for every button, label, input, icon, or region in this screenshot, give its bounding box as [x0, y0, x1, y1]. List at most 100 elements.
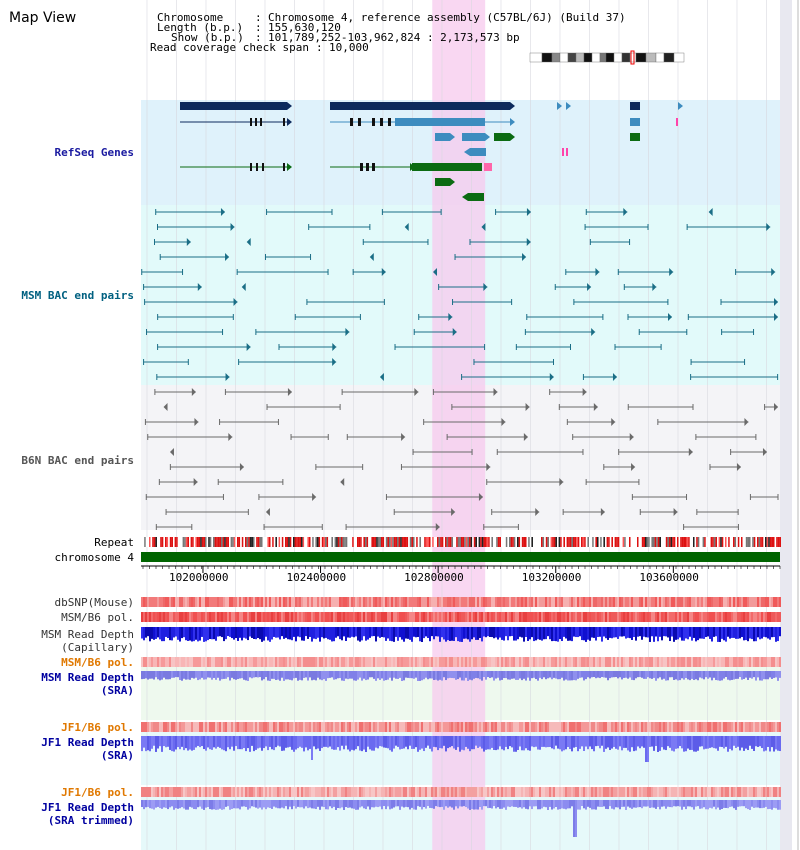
- jf1-depth-sra-bar: [357, 736, 359, 747]
- track-label-msm-bac[interactable]: MSM BAC end pairs: [21, 289, 134, 302]
- dbsnp-density-cell: [661, 597, 663, 607]
- jf1-depth-trim-bar: [645, 800, 647, 807]
- msm-depth-capillary-bar: [265, 627, 267, 637]
- msm-b6-pol-cell: [637, 612, 639, 622]
- jf1-b6-pol-cell: [413, 722, 415, 732]
- msm-depth-sra-bar: [537, 671, 539, 681]
- jf1-b6-pol-trim-cell: [481, 787, 483, 797]
- msm-depth-capillary-bar: [679, 627, 681, 638]
- repeat-feature: [758, 537, 761, 547]
- repeat-feature: [694, 537, 697, 547]
- repeat-feature: [368, 537, 370, 547]
- msm-depth-sra-bar: [387, 671, 389, 680]
- jf1-b6-pol-cell: [375, 722, 377, 732]
- msm-b6-pol-sra-cell: [337, 657, 339, 667]
- msm-depth-capillary-bar: [657, 627, 659, 642]
- jf1-b6-pol-cell: [643, 722, 645, 732]
- dbsnp-density-cell: [439, 597, 441, 607]
- axis-tick-label: 103600000: [639, 571, 699, 584]
- msm-depth-capillary-bar: [707, 627, 709, 637]
- jf1-depth-sra-bar: [443, 736, 445, 746]
- msm-b6-pol-sra-cell: [641, 657, 643, 667]
- gene-strand-arrow: [566, 102, 571, 110]
- jf1-depth-sra-bar: [611, 736, 613, 749]
- msm-depth-capillary-bar: [695, 627, 697, 642]
- msm-b6-pol-sra-cell: [643, 657, 645, 667]
- repeat-feature: [177, 537, 180, 547]
- jf1-depth-trim-bar: [625, 800, 627, 810]
- msm-b6-pol-sra-cell: [319, 657, 321, 667]
- dbsnp-density-cell: [703, 597, 705, 607]
- track-label-b6n-bac[interactable]: B6N BAC end pairs: [21, 454, 134, 467]
- msm-b6-pol-cell: [251, 612, 253, 622]
- jf1-depth-trim-bar: [509, 800, 511, 808]
- msm-depth-sra-bar: [317, 671, 319, 678]
- jf1-depth-sra-bar: [363, 736, 365, 750]
- jf1-depth-trim-bar: [535, 800, 537, 807]
- msm-depth-capillary-bar: [405, 627, 407, 639]
- msm-depth-capillary-bar: [515, 627, 517, 641]
- msm-depth-capillary-bar: [277, 627, 279, 638]
- msm-depth-capillary-bar: [641, 627, 643, 640]
- b6n-bac-end-pair: [535, 508, 540, 516]
- msm-depth-capillary-bar: [263, 627, 265, 641]
- msm-b6-pol-cell: [147, 612, 149, 622]
- jf1-b6-pol-trim-cell: [657, 787, 659, 797]
- msm-b6-pol-cell: [733, 612, 735, 622]
- jf1-b6-pol-trim-cell: [527, 787, 529, 797]
- msm-depth-sra-bar: [483, 671, 485, 678]
- msm-bac-end-pair: [246, 343, 251, 351]
- dbsnp-density-cell: [565, 597, 567, 607]
- repeat-feature: [438, 537, 441, 547]
- jf1-b6-pol-cell: [355, 722, 357, 732]
- msm-depth-sra-bar: [191, 671, 193, 678]
- gene-exon-block: [470, 148, 486, 156]
- track-label-refseq[interactable]: RefSeq Genes: [54, 146, 134, 159]
- dbsnp-density-cell: [531, 597, 533, 607]
- jf1-b6-pol-cell: [529, 722, 531, 732]
- msm-depth-sra-bar: [233, 671, 235, 680]
- dbsnp-density-cell: [641, 597, 643, 607]
- msm-b6-pol-sra-cell: [593, 657, 595, 667]
- jf1-b6-pol-trim-cell: [297, 787, 299, 797]
- jf1-b6-pol-cell: [253, 722, 255, 732]
- repeat-feature: [544, 537, 546, 547]
- jf1-depth-sra-bar: [447, 736, 449, 749]
- jf1-depth-trim-bar: [541, 800, 543, 809]
- msm-b6-pol-cell: [593, 612, 595, 622]
- msm-depth-capillary-bar: [225, 627, 227, 640]
- msm-depth-capillary-bar: [361, 627, 363, 641]
- dbsnp-density-cell: [461, 597, 463, 607]
- dbsnp-density-cell: [551, 597, 553, 607]
- msm-b6-pol-sra-cell: [701, 657, 703, 667]
- msm-depth-capillary-bar: [489, 627, 491, 637]
- jf1-b6-pol-cell: [607, 722, 609, 732]
- jf1-b6-pol-cell: [721, 722, 723, 732]
- msm-b6-pol-cell: [645, 612, 647, 622]
- jf1-depth-trim-bar: [445, 800, 447, 807]
- jf1-b6-pol-cell: [419, 722, 421, 732]
- repeat-feature: [691, 537, 693, 547]
- msm-depth-capillary-bar: [591, 627, 593, 638]
- jf1-depth-trim-bar: [777, 800, 779, 810]
- jf1-depth-sra-bar: [437, 736, 439, 751]
- msm-b6-pol-cell: [771, 612, 773, 622]
- gene-exon-block: [494, 133, 510, 141]
- msm-b6-pol-sra-cell: [479, 657, 481, 667]
- repeat-feature: [253, 537, 255, 547]
- jf1-b6-pol-trim-cell: [655, 787, 657, 797]
- jf1-b6-pol-cell: [669, 722, 671, 732]
- msm-bac-end-pair: [652, 283, 657, 291]
- jf1-b6-pol-cell: [735, 722, 737, 732]
- msm-depth-capillary-bar: [359, 627, 361, 642]
- b6n-bac-end-pair: [744, 418, 749, 426]
- msm-b6-pol-sra-cell: [225, 657, 227, 667]
- gene-exon-block: [250, 163, 252, 171]
- jf1-b6-pol-trim-cell: [173, 787, 175, 797]
- repeat-feature: [728, 537, 730, 547]
- dbsnp-density-cell: [185, 597, 187, 607]
- repeat-feature: [681, 537, 684, 547]
- msm-b6-pol-sra-cell: [333, 657, 335, 667]
